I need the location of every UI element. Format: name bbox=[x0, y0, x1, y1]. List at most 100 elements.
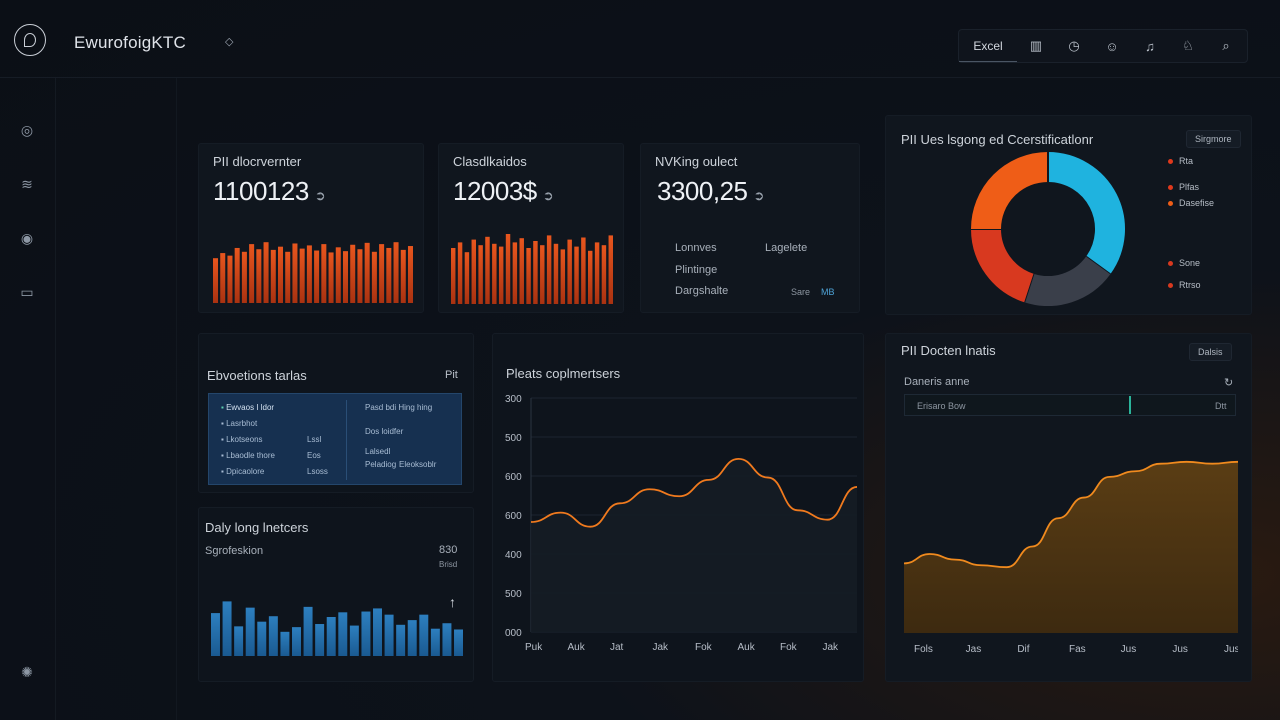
donut-slice bbox=[971, 228, 1035, 303]
legend-item[interactable]: Sone bbox=[1168, 258, 1200, 268]
folder-icon[interactable]: ▭ bbox=[20, 283, 34, 300]
bar bbox=[357, 249, 363, 303]
bell-icon[interactable]: ♫ bbox=[1145, 38, 1155, 54]
kpi-card-3[interactable]: NVKing oulect 3300,25 ➲ Lonnves Lagelete … bbox=[640, 143, 860, 313]
table-row[interactable]: ▪ Lasrbhot bbox=[221, 419, 258, 428]
table-row[interactable]: ▪ Dpicaolore bbox=[221, 467, 265, 476]
kpi-sparkbar-chart bbox=[213, 242, 413, 303]
bar bbox=[213, 258, 219, 303]
bar bbox=[306, 245, 312, 303]
area-header-bar: Erisaro Bow Dtt bbox=[904, 394, 1236, 416]
area-series-line bbox=[904, 460, 1238, 569]
bar bbox=[526, 248, 531, 304]
bar bbox=[303, 606, 313, 656]
x-tick-label: Auk bbox=[568, 642, 586, 653]
legend-swatch bbox=[1168, 158, 1173, 164]
bar bbox=[364, 242, 370, 303]
y-tick-label: 300 bbox=[505, 394, 522, 405]
settings-icon[interactable]: ✺ bbox=[21, 663, 33, 680]
sidebar bbox=[0, 78, 56, 720]
table-cell: Lsoss bbox=[307, 467, 328, 476]
bar bbox=[594, 242, 600, 304]
line-series bbox=[530, 457, 858, 528]
chart-icon[interactable]: ▥ bbox=[1029, 38, 1043, 53]
bar bbox=[292, 243, 298, 303]
y-tick-label: 600 bbox=[505, 511, 522, 522]
arrow-up-icon[interactable]: ↑ bbox=[449, 594, 456, 610]
kpi-list-extra[interactable]: MB bbox=[821, 287, 835, 297]
layers-icon[interactable]: ≋ bbox=[21, 175, 33, 192]
bar bbox=[471, 239, 476, 304]
kpi-list-value: Sare bbox=[791, 287, 811, 297]
bar bbox=[335, 247, 341, 303]
bar bbox=[361, 611, 371, 656]
user-icon[interactable]: ♘ bbox=[1182, 38, 1194, 53]
table-row[interactable]: ▪ Lbaodle thore bbox=[221, 451, 275, 460]
daily-bar-chart bbox=[211, 601, 463, 656]
bar bbox=[299, 248, 305, 303]
table-cell: Dos loidfer bbox=[365, 427, 404, 436]
daily-subvalue: Brisd bbox=[439, 560, 458, 569]
legend-item[interactable]: Dasefise bbox=[1168, 198, 1214, 208]
bar bbox=[567, 239, 572, 304]
legend-item[interactable]: Plfas bbox=[1168, 182, 1199, 192]
donut-slice bbox=[1024, 256, 1111, 306]
toolbar-tab[interactable]: Excel bbox=[959, 30, 1017, 62]
bar bbox=[292, 627, 301, 656]
bar bbox=[241, 251, 247, 303]
smile-icon[interactable]: ☺ bbox=[1105, 38, 1119, 54]
legend-label: Rta bbox=[1179, 156, 1194, 166]
daily-value: 830 bbox=[439, 544, 458, 556]
y-tick-label: 600 bbox=[505, 472, 522, 483]
top-bar: EwurofoigKTC ◇ Excel ▥ ◷ ☺ ♫ ♘ ⌕ bbox=[0, 0, 1280, 78]
logo-icon[interactable] bbox=[14, 24, 46, 56]
legend-item[interactable]: Rtrso bbox=[1168, 280, 1201, 290]
app-title: EwurofoigKTC bbox=[74, 33, 186, 52]
table-row[interactable]: ▪ Lkotseons bbox=[221, 435, 263, 444]
bar bbox=[540, 245, 545, 304]
bar bbox=[400, 249, 406, 303]
table-row[interactable]: ▪ Ewvaos I ldor bbox=[221, 403, 275, 412]
donut-slice bbox=[971, 152, 1049, 230]
bar bbox=[546, 235, 552, 304]
kpi-card-1[interactable]: PII dlocrvernter 1100123 ➲ bbox=[198, 143, 424, 313]
home-icon[interactable]: ◎ bbox=[20, 121, 34, 138]
bar bbox=[349, 625, 359, 656]
refresh-icon[interactable]: ↻ bbox=[1224, 377, 1234, 389]
kpi-list-label: Dargshalte bbox=[675, 285, 729, 297]
line-chart-card[interactable]: Pleats coplmertsers 300 500 600 600 400 500 00… bbox=[492, 333, 864, 682]
bar bbox=[280, 631, 290, 656]
area-chart-card[interactable]: PII Docten lnatis Dalsis Daneris anne ↻ … bbox=[885, 333, 1252, 682]
daily-bars-card[interactable]: Daly long lnetcers Sgrofeskion 830 Brisd… bbox=[198, 507, 474, 682]
daily-title: Daly long lnetcers bbox=[205, 520, 309, 535]
donut-filter-dropdown[interactable]: Sirgmore bbox=[1186, 130, 1241, 148]
legend-swatch bbox=[1168, 282, 1173, 288]
message-icon[interactable]: ◉ bbox=[20, 229, 34, 246]
legend-swatch bbox=[1168, 200, 1173, 206]
bar bbox=[321, 244, 327, 303]
area-filter-dropdown[interactable]: Dalsis bbox=[1189, 343, 1232, 361]
clock-icon[interactable]: ◷ bbox=[1068, 38, 1080, 53]
bar bbox=[211, 613, 220, 656]
app-menu-chevron-icon[interactable]: ◇ bbox=[225, 36, 234, 48]
line-area-fill bbox=[531, 458, 857, 632]
bar bbox=[257, 621, 267, 656]
bar bbox=[249, 244, 255, 303]
bar bbox=[442, 623, 452, 656]
bar bbox=[256, 249, 262, 303]
search-icon[interactable]: ⌕ bbox=[1222, 38, 1230, 53]
bar bbox=[285, 251, 291, 303]
bar bbox=[277, 246, 284, 303]
donut-card[interactable]: PII Ues lsgong ed Ccerstificatlonr Sirgm… bbox=[885, 115, 1252, 315]
descriptions-table[interactable]: ▪ Ewvaos I ldor Pasd bdi Hing hing ▪ Las… bbox=[208, 393, 462, 485]
bar bbox=[533, 241, 538, 304]
area-chart-subtitle: Daneris anne bbox=[904, 376, 970, 388]
x-tick-label: Fas bbox=[1069, 644, 1086, 655]
legend-item[interactable]: Rta bbox=[1168, 156, 1193, 166]
bar bbox=[373, 608, 382, 656]
descriptions-corner[interactable]: Pit bbox=[445, 369, 458, 381]
bar bbox=[338, 612, 348, 656]
kpi-card-2[interactable]: Clasdlkaidos 12003$ ➲ bbox=[438, 143, 624, 313]
descriptions-title: Ebvoetions tarlas bbox=[207, 368, 307, 383]
